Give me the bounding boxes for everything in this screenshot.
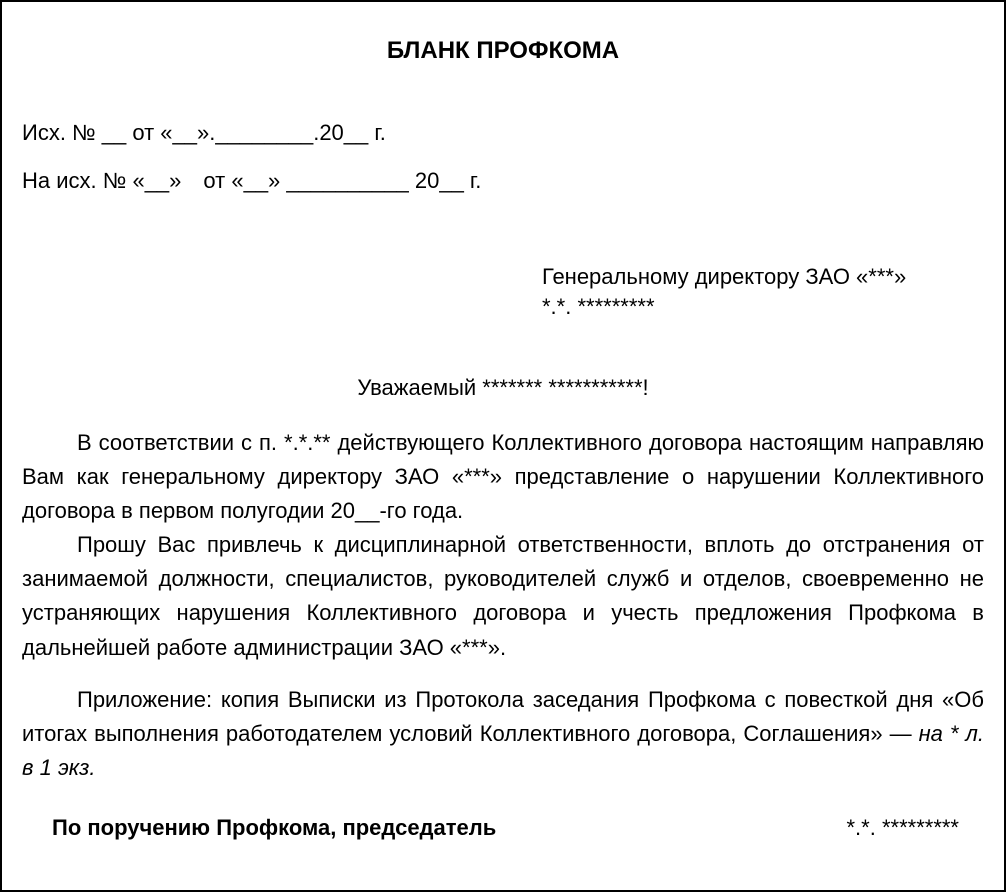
attachment-block: Приложение: копия Выписки из Протокола з… bbox=[22, 683, 984, 785]
greeting-line: Уважаемый ******* ***********! bbox=[22, 375, 984, 401]
addressee-title: Генеральному директору ЗАО «***» bbox=[542, 264, 984, 290]
attachment-text: Приложение: копия Выписки из Протокола з… bbox=[22, 687, 984, 746]
signature-name: *.*. ********* bbox=[846, 815, 959, 841]
incoming-ref: На исх. № «__» от «__» __________ 20__ г… bbox=[22, 168, 984, 194]
addressee-block: Генеральному директору ЗАО «***» *.*. **… bbox=[542, 264, 984, 320]
form-title: БЛАНК ПРОФКОМА bbox=[22, 37, 984, 65]
reference-block: Исх. № __ от «__».________.20__ г. На ис… bbox=[22, 120, 984, 194]
addressee-name: *.*. ********* bbox=[542, 294, 984, 320]
paragraph-1: В соответствии с п. *.*.** действующего … bbox=[22, 426, 984, 528]
outgoing-ref: Исх. № __ от «__».________.20__ г. bbox=[22, 120, 984, 146]
paragraph-2: Прошу Вас привлечь к дисциплинарной отве… bbox=[22, 528, 984, 664]
body-text: В соответствии с п. *.*.** действующего … bbox=[22, 426, 984, 665]
document-frame: БЛАНК ПРОФКОМА Исх. № __ от «__»._______… bbox=[0, 0, 1006, 892]
signature-row: По поручению Профкома, председатель *.*.… bbox=[22, 815, 984, 841]
signature-role: По поручению Профкома, председатель bbox=[52, 815, 496, 841]
